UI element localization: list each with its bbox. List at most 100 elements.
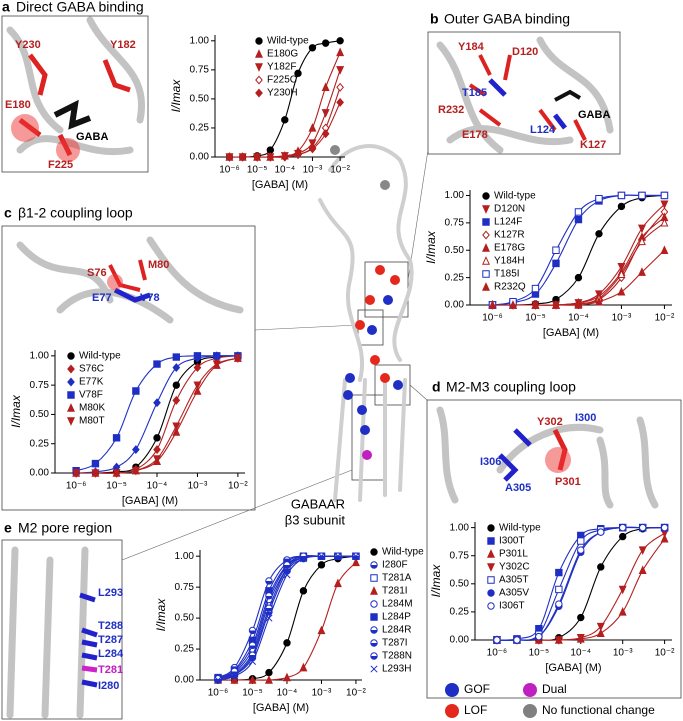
data-point <box>617 269 626 279</box>
y-tick-label: 0.50 <box>190 94 210 105</box>
panel-e-frame <box>1 539 123 720</box>
data-point <box>660 217 669 227</box>
data-point <box>336 82 344 92</box>
legend-label: K127R <box>494 230 525 241</box>
ligand-label: GABA <box>578 109 610 121</box>
data-point <box>352 552 360 560</box>
data-point <box>248 641 257 650</box>
data-point <box>265 577 273 585</box>
legend-label: I306T <box>499 601 525 612</box>
x-tick-label: 10⁻² <box>228 481 248 492</box>
y-tick-label: 0.00 <box>175 675 195 686</box>
data-point <box>230 672 239 680</box>
panel-title: Direct GABA binding <box>16 0 144 15</box>
residue-label: E77 <box>92 292 112 304</box>
legend-label: Wild-type <box>499 523 541 534</box>
structure-a: Y230 Y182 E180 GABA F225 <box>5 16 145 171</box>
data-point <box>660 523 669 532</box>
data-point <box>283 639 291 647</box>
data-point <box>172 363 181 373</box>
legend-label: T185I <box>494 269 520 280</box>
data-point <box>321 82 330 91</box>
data-point <box>265 668 273 677</box>
residue-label: I306 <box>480 456 501 468</box>
legend-marker <box>370 626 378 634</box>
legend-label: Y182F <box>267 62 296 73</box>
legend-marker <box>67 403 75 412</box>
x-tick-label: 10⁻⁵ <box>247 165 268 176</box>
legend-label: A305T <box>499 575 528 586</box>
y-tick-label: 0.25 <box>175 644 195 655</box>
connector <box>121 469 353 561</box>
data-point <box>638 191 646 200</box>
data-point <box>172 422 181 432</box>
legend-marker <box>370 561 378 569</box>
data-point <box>112 434 121 442</box>
y-axis-label: I/Imax <box>169 79 183 113</box>
legend-marker <box>487 524 495 532</box>
data-point <box>172 381 181 389</box>
data-point <box>577 613 585 622</box>
panel-c-frame <box>1 225 256 511</box>
data-point <box>299 555 307 563</box>
legend-marker <box>487 602 495 610</box>
data-point <box>321 39 330 47</box>
data-point <box>72 469 81 478</box>
legend-marker <box>487 563 495 572</box>
data-point <box>617 202 626 211</box>
x-axis-label: [GABA] (M) <box>545 662 601 674</box>
data-point <box>193 381 202 391</box>
legend-label: GOF <box>464 682 490 696</box>
residue-label: F225 <box>48 159 73 171</box>
legend-label: L124F <box>494 217 522 228</box>
panel-a-frame <box>1 15 149 173</box>
y-axis-label: I/Imax <box>154 598 168 632</box>
legend-swatch <box>445 683 459 697</box>
x-tick-label: 10⁻⁵ <box>242 688 263 699</box>
data-point <box>351 557 360 567</box>
x-tick-label: 10⁻³ <box>613 648 633 659</box>
legend-label: E77K <box>79 377 104 388</box>
residue-label: A305 <box>505 482 531 494</box>
full-structure <box>318 144 414 502</box>
legend-marker <box>482 218 490 226</box>
panel-letter: c <box>4 205 12 221</box>
legend-marker <box>370 665 378 673</box>
y-tick-label: 0.50 <box>445 245 465 256</box>
data-point <box>153 398 161 408</box>
y-tick-label: 0.25 <box>450 607 470 618</box>
data-point <box>172 427 181 436</box>
residue-label: M80 <box>148 259 169 271</box>
data-point <box>555 600 563 608</box>
data-point <box>637 224 646 234</box>
x-tick-label: 10⁻⁶ <box>219 165 240 176</box>
structure-d: Y302 I300 I306 A305 P301 <box>436 406 659 509</box>
data-point <box>638 565 647 575</box>
data-point <box>574 300 583 309</box>
legend-label: T281I <box>382 586 408 597</box>
x-axis-label: [GABA] (M) <box>253 702 309 714</box>
data-point <box>131 466 140 476</box>
data-point <box>248 657 257 665</box>
x-axis-label: [GABA] (M) <box>252 179 308 191</box>
data-point <box>509 300 517 309</box>
legend-label: M80T <box>79 416 105 427</box>
residue-label: L293 <box>98 587 123 599</box>
data-point <box>617 262 626 272</box>
data-point <box>617 286 626 296</box>
legend-label: R232Q <box>494 282 526 293</box>
data-point <box>596 622 605 632</box>
y-tick-label: 0.25 <box>190 123 210 134</box>
residue-label: Y230 <box>15 39 41 51</box>
data-point <box>638 523 647 532</box>
panel-b-frame <box>427 31 621 155</box>
data-point <box>574 273 583 282</box>
legend-marker <box>482 282 490 291</box>
data-point <box>574 215 583 224</box>
legend-label: T288N <box>382 651 412 662</box>
data-point <box>253 152 261 162</box>
data-point <box>637 267 646 276</box>
legend-label: L284R <box>382 625 411 636</box>
data-point <box>266 152 275 162</box>
